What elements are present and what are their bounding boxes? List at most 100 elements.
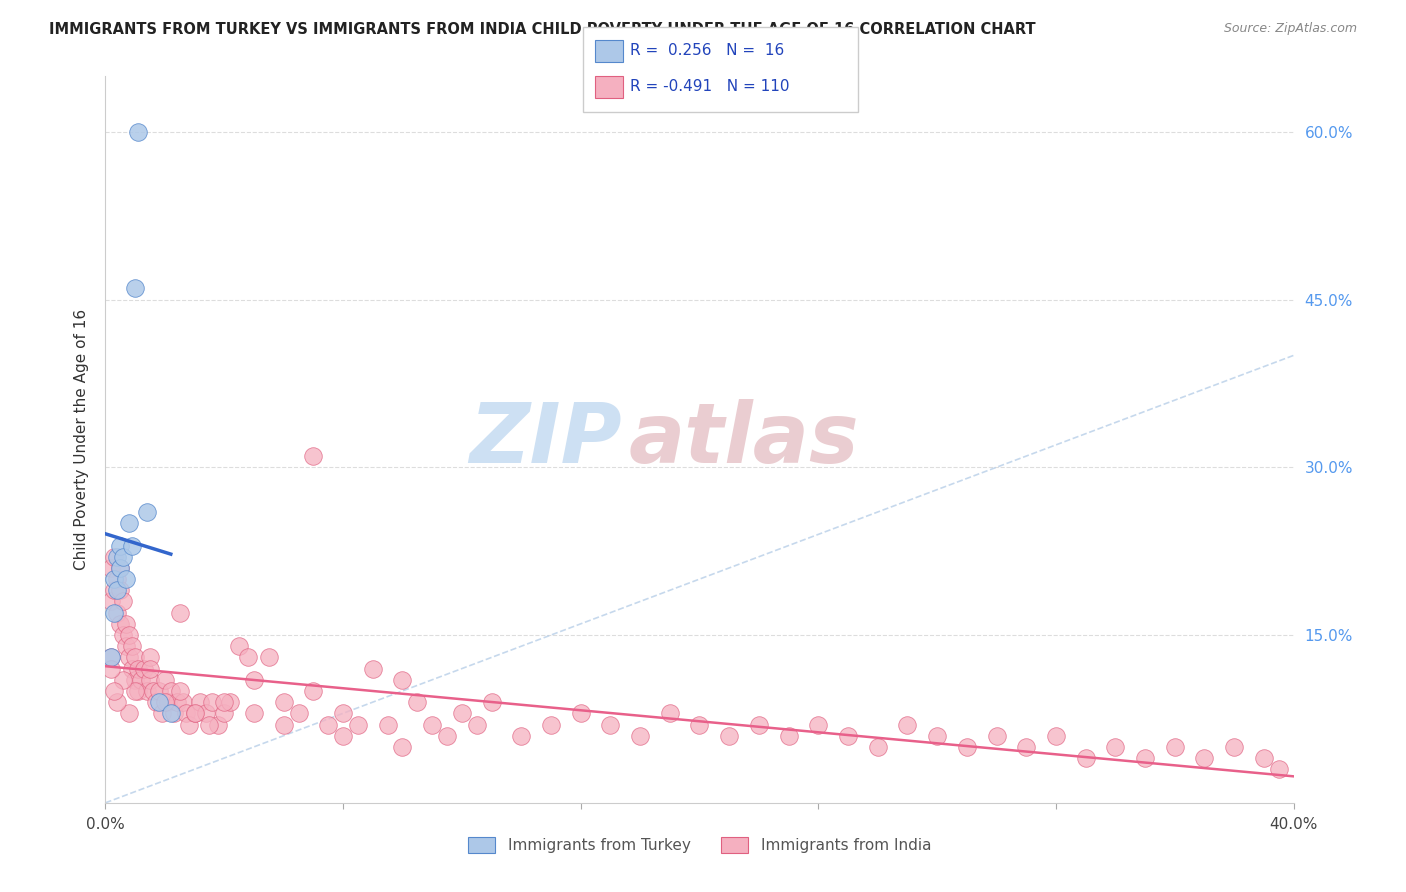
Point [174, 706, 197, 721]
Text: Source: ZipAtlas.com: Source: ZipAtlas.com [1223, 22, 1357, 36]
Point [195, 706, 218, 721]
Point [465, 717, 488, 731]
Point [406, 695, 429, 709]
Point [142, 684, 165, 698]
Point [183, 706, 205, 721]
Point [110, 561, 132, 575]
Legend: Immigrants from Turkey, Immigrants from India: Immigrants from Turkey, Immigrants from … [460, 830, 939, 861]
Point [169, 684, 191, 698]
Point [118, 628, 141, 642]
Point [273, 717, 295, 731]
Point [236, 650, 259, 665]
Y-axis label: Child Poverty Under the Age of 16: Child Poverty Under the Age of 16 [73, 309, 89, 570]
Point [132, 662, 155, 676]
Point [748, 717, 770, 731]
Point [100, 662, 122, 676]
Point [115, 572, 138, 586]
Point [105, 549, 128, 564]
Point [243, 673, 266, 687]
Point [103, 606, 125, 620]
Point [377, 717, 399, 731]
Point [105, 572, 128, 586]
Point [156, 695, 179, 709]
Point [118, 706, 141, 721]
Point [481, 695, 503, 709]
Point [316, 717, 339, 731]
Point [896, 717, 918, 731]
Point [136, 684, 159, 698]
Point [150, 706, 173, 721]
Point [100, 650, 122, 665]
Point [115, 616, 138, 631]
Point [219, 695, 242, 709]
Point [172, 695, 194, 709]
Point [159, 684, 181, 698]
Point [302, 684, 325, 698]
Point [1133, 751, 1156, 765]
Point [540, 717, 562, 731]
Point [927, 729, 949, 743]
Point [332, 706, 354, 721]
Point [347, 717, 370, 731]
Point [124, 673, 146, 687]
Point [103, 684, 125, 698]
Point [201, 695, 224, 709]
Text: R =  0.256   N =  16: R = 0.256 N = 16 [630, 44, 785, 58]
Point [127, 662, 149, 676]
Point [1223, 739, 1246, 754]
Point [139, 673, 162, 687]
Point [112, 628, 135, 642]
Point [100, 561, 122, 575]
Point [153, 673, 176, 687]
Point [214, 706, 236, 721]
Point [599, 717, 621, 731]
Point [103, 572, 125, 586]
Point [1253, 751, 1275, 765]
Point [807, 717, 830, 731]
Point [100, 594, 122, 608]
Point [183, 706, 205, 721]
Point [273, 695, 295, 709]
Point [1164, 739, 1187, 754]
Point [105, 606, 128, 620]
Point [145, 695, 167, 709]
Point [105, 583, 128, 598]
Point [257, 650, 280, 665]
Point [124, 281, 146, 295]
Point [198, 717, 221, 731]
Point [190, 695, 212, 709]
Text: IMMIGRANTS FROM TURKEY VS IMMIGRANTS FROM INDIA CHILD POVERTY UNDER THE AGE OF 1: IMMIGRANTS FROM TURKEY VS IMMIGRANTS FRO… [49, 22, 1036, 37]
Point [118, 650, 141, 665]
Point [778, 729, 800, 743]
Point [110, 583, 132, 598]
Point [103, 549, 125, 564]
Point [112, 673, 135, 687]
Point [658, 706, 681, 721]
Point [689, 717, 711, 731]
Point [718, 729, 741, 743]
Point [956, 739, 979, 754]
Point [103, 583, 125, 598]
Point [121, 539, 143, 553]
Point [450, 706, 472, 721]
Point [163, 706, 186, 721]
Point [124, 684, 146, 698]
Point [124, 650, 146, 665]
Point [153, 695, 176, 709]
Point [1045, 729, 1067, 743]
Point [159, 706, 181, 721]
Point [148, 695, 170, 709]
Point [148, 684, 170, 698]
Point [214, 695, 236, 709]
Point [121, 662, 143, 676]
Point [110, 539, 132, 553]
Point [1015, 739, 1038, 754]
Point [1104, 739, 1126, 754]
Point [110, 561, 132, 575]
Point [139, 662, 162, 676]
Point [391, 739, 413, 754]
Point [112, 594, 135, 608]
Point [112, 549, 135, 564]
Point [121, 639, 143, 653]
Point [361, 662, 384, 676]
